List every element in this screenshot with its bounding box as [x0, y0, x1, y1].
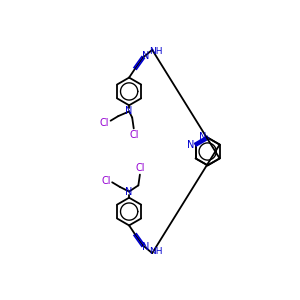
Text: N: N — [187, 140, 195, 150]
Text: Cl: Cl — [130, 130, 139, 140]
Text: N: N — [125, 106, 133, 116]
Text: N: N — [199, 132, 207, 142]
Text: N: N — [142, 51, 150, 61]
Text: Cl: Cl — [101, 176, 111, 186]
Text: Cl: Cl — [136, 164, 146, 173]
Text: N: N — [125, 187, 133, 196]
Text: Cl: Cl — [100, 118, 109, 128]
Text: N: N — [142, 242, 150, 252]
Text: NH: NH — [149, 247, 163, 256]
Text: NH: NH — [149, 47, 163, 56]
